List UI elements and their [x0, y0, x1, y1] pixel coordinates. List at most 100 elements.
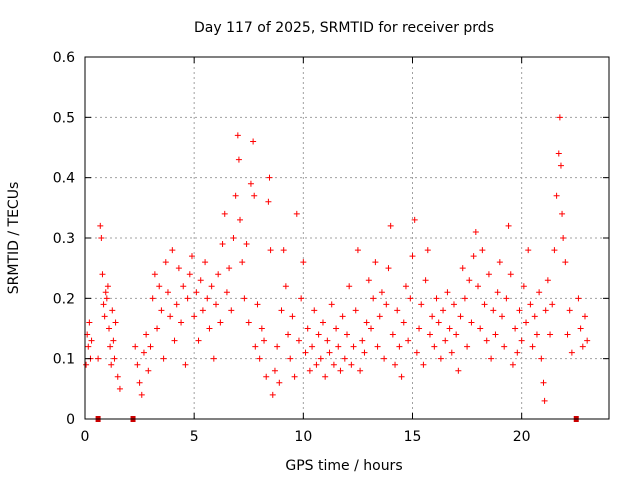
- data-point: [531, 313, 538, 320]
- data-point: [289, 313, 296, 320]
- data-point: [103, 295, 110, 302]
- data-point: [341, 355, 348, 362]
- data-point: [162, 259, 169, 266]
- data-point: [285, 331, 292, 338]
- data-point: [304, 325, 311, 332]
- data-point: [138, 391, 145, 398]
- data-point: [547, 331, 554, 338]
- y-tick-label: 0.4: [53, 171, 75, 187]
- data-point: [501, 343, 508, 350]
- data-point: [556, 114, 563, 121]
- data-point: [357, 367, 364, 374]
- data-point: [426, 331, 433, 338]
- data-point: [184, 295, 191, 302]
- data-point: [251, 192, 258, 199]
- data-point: [392, 361, 399, 368]
- data-point: [348, 361, 355, 368]
- data-point: [252, 343, 259, 350]
- data-point: [440, 307, 447, 314]
- data-point: [171, 337, 178, 344]
- data-point: [490, 307, 497, 314]
- data-point: [256, 355, 263, 362]
- data-point: [481, 301, 488, 308]
- data-point: [271, 367, 278, 374]
- data-point: [95, 355, 102, 362]
- data-point: [564, 331, 571, 338]
- data-point: [132, 343, 139, 350]
- data-point: [416, 325, 423, 332]
- data-point: [276, 379, 283, 386]
- data-point: [365, 277, 372, 284]
- data-point: [293, 210, 300, 217]
- data-point: [499, 313, 506, 320]
- data-point: [442, 337, 449, 344]
- data-point: [420, 361, 427, 368]
- data-point: [359, 337, 366, 344]
- data-point: [228, 307, 235, 314]
- data-point: [191, 313, 198, 320]
- data-point: [575, 295, 582, 302]
- data-point: [560, 235, 567, 241]
- data-point: [446, 325, 453, 332]
- data-point: [266, 174, 273, 181]
- data-point: [492, 331, 499, 338]
- data-point: [182, 361, 189, 368]
- data-point: [100, 301, 107, 308]
- data-point: [396, 343, 403, 350]
- data-point: [114, 373, 121, 380]
- data-point: [328, 301, 335, 308]
- data-point: [431, 343, 438, 350]
- data-point: [507, 271, 514, 278]
- data-point: [98, 235, 105, 241]
- data-point: [108, 361, 115, 368]
- data-point: [566, 307, 573, 314]
- y-tick-label: 0.1: [53, 352, 75, 368]
- data-point: [464, 343, 471, 350]
- data-point: [250, 138, 257, 145]
- data-point: [204, 295, 211, 302]
- data-point: [167, 313, 174, 320]
- data-point: [140, 349, 147, 356]
- data-point: [453, 331, 460, 338]
- data-point: [169, 247, 176, 254]
- data-point: [158, 307, 165, 314]
- data-point: [151, 271, 158, 278]
- data-point: [230, 235, 237, 241]
- data-point: [363, 319, 370, 326]
- data-point: [106, 325, 113, 332]
- data-point: [104, 283, 111, 290]
- data-point: [213, 301, 219, 308]
- data-point: [437, 355, 444, 362]
- data-point: [322, 373, 329, 380]
- data-point: [485, 271, 492, 278]
- data-point: [527, 301, 534, 308]
- data-point: [258, 325, 265, 332]
- data-point: [557, 162, 564, 169]
- data-point: [418, 301, 425, 308]
- data-point: [210, 355, 217, 362]
- data-point: [245, 319, 252, 326]
- data-point: [378, 289, 385, 296]
- data-point: [107, 343, 114, 350]
- data-point: [274, 343, 281, 350]
- data-point: [374, 343, 381, 350]
- data-point: [540, 379, 547, 386]
- data-point: [235, 156, 242, 163]
- data-points: [83, 114, 591, 404]
- data-point: [295, 337, 302, 344]
- data-point: [433, 295, 440, 302]
- x-tick-label: 20: [513, 429, 531, 445]
- data-point: [197, 277, 204, 284]
- data-point: [208, 283, 215, 290]
- data-point: [154, 325, 161, 332]
- data-point: [516, 307, 523, 314]
- data-point: [188, 253, 195, 260]
- data-point: [215, 271, 222, 278]
- data-point: [280, 247, 287, 254]
- y-tick-label: 0.3: [53, 231, 75, 247]
- data-point: [302, 349, 309, 356]
- data-point: [232, 192, 239, 199]
- axis-ticks: 0 0.1 0.2 0.3 0.4 0.5 0.6 0 5 10 15 20: [53, 50, 609, 445]
- data-point: [239, 259, 246, 266]
- data-point: [455, 367, 462, 374]
